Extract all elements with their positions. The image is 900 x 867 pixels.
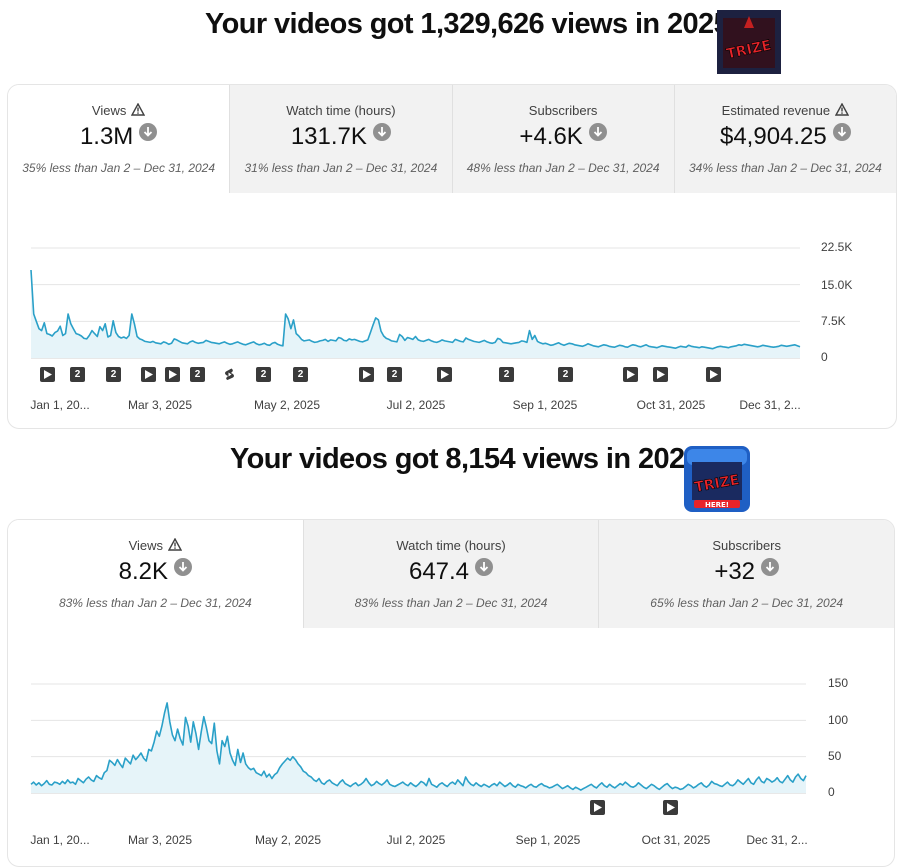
x-tick-label: Sep 1, 2025 (512, 398, 578, 412)
video-upload-marker-play-icon[interactable] (623, 367, 638, 382)
tab-label: Estimated revenue (721, 103, 831, 118)
tab-subscribers[interactable]: Subscribers +32 65% less than Jan 2 – De… (598, 520, 894, 628)
views-chart-1 (30, 247, 801, 359)
video-upload-marker-play-icon[interactable] (706, 367, 721, 382)
tab-views[interactable]: Views 8.2K 83% less than Jan 2 – Dec 31,… (8, 520, 303, 628)
video-upload-marker-play-icon[interactable] (590, 800, 605, 815)
y-tick-label: 15.0K (821, 278, 853, 292)
x-tick-label: Dec 31, 2... (739, 398, 801, 412)
y-tick-label: 0 (821, 350, 828, 364)
multiple-uploads-marker[interactable]: 2 (293, 367, 308, 382)
series-line[interactable] (30, 702, 807, 791)
x-tick-label: Mar 3, 2025 (127, 833, 193, 847)
down-arrow-icon (475, 558, 494, 576)
multiple-uploads-marker[interactable]: 2 (70, 367, 85, 382)
down-arrow-icon (588, 123, 607, 141)
metric-value: 131.7K (290, 123, 367, 150)
multiple-uploads-marker[interactable]: 2 (190, 367, 205, 382)
x-tick-label: Sep 1, 2025 (515, 833, 581, 847)
x-tick-label: Oct 31, 2025 (641, 833, 711, 847)
warning-icon[interactable] (835, 103, 850, 116)
metric-comparison: 31% less than Jan 2 – Dec 31, 2024 (244, 161, 438, 175)
report2-card: Views 8.2K 83% less than Jan 2 – Dec 31,… (7, 519, 895, 867)
down-arrow-icon (761, 558, 780, 576)
y-tick-label: 22.5K (821, 240, 853, 254)
x-tick-label: Jul 2, 2025 (386, 398, 446, 412)
tab-estimated-revenue[interactable]: Estimated revenue $4,904.25 34% less tha… (673, 85, 896, 193)
y-tick-label: 50 (828, 749, 842, 763)
y-tick-label: 0 (828, 785, 835, 799)
x-tick-label: May 2, 2025 (254, 833, 322, 847)
y-tick-label: 100 (828, 713, 849, 727)
metric-value: +32 (714, 558, 756, 585)
video-upload-marker-play-icon[interactable] (653, 367, 668, 382)
metric-value: $4,904.25 (719, 123, 827, 150)
metric-comparison: 34% less than Jan 2 – Dec 31, 2024 (688, 161, 882, 175)
warning-icon[interactable] (168, 538, 183, 551)
tab-label: Watch time (hours) (396, 538, 506, 553)
channel-logo: TRIZE HERE! (684, 446, 750, 512)
shorts-upload-marker-icon[interactable] (222, 367, 237, 382)
warning-icon[interactable] (131, 103, 146, 116)
tab-label: Subscribers (528, 103, 598, 118)
y-tick-label: 150 (828, 676, 849, 690)
series-area (31, 270, 800, 358)
multiple-uploads-marker[interactable]: 2 (256, 367, 271, 382)
metric-value: +4.6K (519, 123, 583, 150)
x-tick-label: Dec 31, 2... (746, 833, 808, 847)
metric-comparison: 65% less than Jan 2 – Dec 31, 2024 (650, 596, 844, 610)
tab-label: Views (128, 538, 164, 553)
video-upload-marker-play-icon[interactable] (437, 367, 452, 382)
report1-card: Views 1.3M 35% less than Jan 2 – Dec 31,… (7, 84, 897, 429)
report2-headline: Your videos got 8,154 views in 2025 (230, 443, 701, 475)
x-tick-label: Jul 2, 2025 (386, 833, 446, 847)
video-upload-marker-play-icon[interactable] (165, 367, 180, 382)
metric-value: 647.4 (408, 558, 470, 585)
metric-tabs: Views 1.3M 35% less than Jan 2 – Dec 31,… (8, 85, 896, 193)
multiple-uploads-marker[interactable]: 2 (499, 367, 514, 382)
video-upload-marker-play-icon[interactable] (40, 367, 55, 382)
x-tick-label: Mar 3, 2025 (127, 398, 193, 412)
x-tick-label: May 2, 2025 (253, 398, 321, 412)
multiple-uploads-marker[interactable]: 2 (558, 367, 573, 382)
tab-subscribers[interactable]: Subscribers +4.6K 48% less than Jan 2 – … (451, 85, 674, 193)
channel-logo: TRIZE (717, 10, 781, 74)
down-arrow-icon (139, 123, 158, 141)
video-upload-marker-play-icon[interactable] (359, 367, 374, 382)
tab-views[interactable]: Views 1.3M 35% less than Jan 2 – Dec 31,… (8, 85, 230, 193)
video-upload-marker-play-icon[interactable] (663, 800, 678, 815)
x-tick-label: Oct 31, 2025 (636, 398, 706, 412)
metric-comparison: 48% less than Jan 2 – Dec 31, 2024 (466, 161, 660, 175)
tab-watch-time[interactable]: Watch time (hours) 647.4 83% less than J… (302, 520, 599, 628)
metric-value: 8.2K (118, 558, 169, 585)
series-area (31, 702, 806, 793)
svg-text:HERE!: HERE! (705, 501, 729, 509)
x-tick-label: Jan 1, 20... (30, 398, 90, 412)
metric-comparison: 35% less than Jan 2 – Dec 31, 2024 (22, 161, 216, 175)
x-tick-label: Jan 1, 20... (30, 833, 90, 847)
report1-headline: Your videos got 1,329,626 views in 2025 (205, 8, 730, 40)
y-tick-label: 7.5K (821, 314, 846, 328)
video-upload-marker-play-icon[interactable] (141, 367, 156, 382)
tab-label: Watch time (hours) (286, 103, 396, 118)
metric-comparison: 83% less than Jan 2 – Dec 31, 2024 (354, 596, 548, 610)
down-arrow-icon (832, 123, 851, 141)
series-line[interactable] (30, 269, 801, 350)
down-arrow-icon (174, 558, 193, 576)
tab-label: Subscribers (712, 538, 781, 553)
multiple-uploads-marker[interactable]: 2 (387, 367, 402, 382)
down-arrow-icon (372, 123, 391, 141)
metric-comparison: 83% less than Jan 2 – Dec 31, 2024 (58, 596, 252, 610)
metric-value: 1.3M (79, 123, 134, 150)
tab-watch-time[interactable]: Watch time (hours) 131.7K 31% less than … (229, 85, 452, 193)
multiple-uploads-marker[interactable]: 2 (106, 367, 121, 382)
tab-label: Views (91, 103, 127, 118)
metric-tabs: Views 8.2K 83% less than Jan 2 – Dec 31,… (8, 520, 894, 628)
